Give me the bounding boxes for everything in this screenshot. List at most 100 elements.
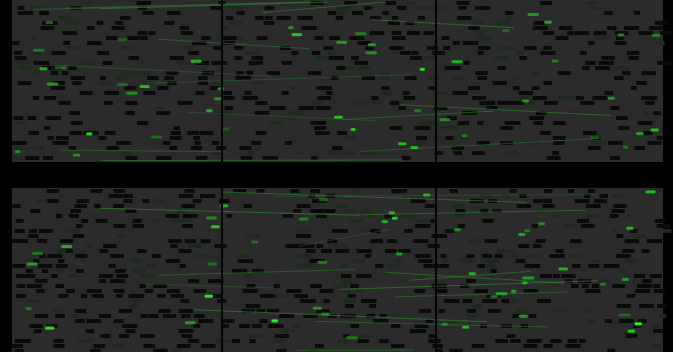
dark-cell: [116, 274, 129, 278]
dark-cell: [616, 116, 628, 120]
dim-cell: [498, 249, 514, 253]
dark-cell: [308, 194, 316, 198]
dark-cell: [523, 46, 537, 50]
dim-cell: [371, 101, 383, 105]
dark-cell: [264, 16, 273, 20]
dark-cell: [56, 136, 69, 140]
dark-cell: [167, 81, 177, 85]
dark-cell: [587, 146, 601, 150]
streak: [158, 38, 311, 50]
dark-cell: [591, 284, 600, 288]
dark-cell: [153, 284, 167, 288]
dim-cell: [353, 259, 366, 263]
dark-cell: [638, 31, 654, 35]
dark-cell: [113, 319, 124, 323]
dark-cell: [373, 319, 389, 323]
dark-cell: [169, 146, 178, 150]
dark-cell: [128, 294, 145, 298]
dark-cell: [86, 319, 102, 323]
dark-cell: [212, 46, 222, 50]
dark-cell: [226, 214, 233, 218]
dim-cell: [498, 46, 513, 50]
dim-cell: [467, 239, 483, 243]
dark-cell: [76, 224, 83, 228]
dark-cell: [423, 31, 435, 35]
spot: [321, 312, 330, 316]
dim-cell: [81, 61, 95, 65]
dim-cell: [525, 141, 540, 145]
dim-cell: [651, 344, 662, 348]
dark-cell: [17, 6, 25, 10]
dark-cell: [413, 239, 429, 243]
dim-cell: [473, 21, 485, 25]
dim-cell: [590, 141, 607, 145]
dark-cell: [260, 294, 276, 298]
dark-cell: [245, 304, 261, 308]
dark-cell: [125, 156, 138, 160]
dark-cell: [555, 249, 564, 253]
dark-cell: [16, 294, 27, 298]
dim-cell: [426, 76, 440, 80]
dark-cell: [471, 96, 487, 100]
dark-cell: [42, 269, 49, 273]
dim-cell: [238, 254, 249, 258]
dark-cell: [251, 56, 264, 60]
dark-cell: [486, 106, 498, 110]
dark-cell: [643, 131, 653, 135]
dark-cell: [458, 6, 467, 10]
dim-cell: [341, 279, 352, 283]
streak: [409, 270, 531, 281]
dim-cell: [485, 259, 500, 263]
dim-cell: [433, 91, 448, 95]
dark-cell: [181, 334, 193, 338]
dark-cell: [296, 234, 311, 238]
spot: [333, 115, 343, 119]
dark-cell: [512, 314, 522, 318]
dim-cell: [367, 214, 376, 218]
dark-cell: [371, 96, 379, 100]
dark-cell: [240, 156, 253, 160]
dark-cell: [350, 324, 359, 328]
dark-cell: [336, 66, 346, 70]
dim-cell: [562, 309, 569, 313]
dark-cell: [543, 199, 552, 203]
dim-cell: [231, 6, 242, 10]
dark-cell: [113, 224, 126, 228]
dark-cell: [104, 131, 116, 135]
dark-cell: [246, 284, 256, 288]
dark-cell: [142, 11, 155, 15]
dark-cell: [445, 229, 455, 233]
dark-cell: [552, 151, 559, 155]
spot: [318, 198, 328, 202]
dark-cell: [256, 189, 265, 193]
dark-cell: [574, 199, 590, 203]
dark-cell: [329, 36, 340, 40]
spot: [621, 278, 629, 281]
dark-cell: [396, 6, 407, 10]
dark-cell: [122, 194, 134, 198]
dark-cell: [529, 116, 544, 120]
dark-cell: [490, 269, 497, 273]
dark-cell: [55, 214, 63, 218]
dark-cell: [487, 309, 502, 313]
dark-cell: [641, 249, 650, 253]
spot: [299, 217, 309, 221]
dark-cell: [38, 264, 53, 268]
dark-cell: [624, 239, 639, 243]
dark-cell: [657, 61, 672, 65]
dark-cell: [344, 1, 358, 5]
dark-cell: [100, 76, 107, 80]
dark-cell: [254, 111, 270, 115]
dim-cell: [510, 299, 518, 303]
dim-cell: [650, 324, 660, 328]
dark-cell: [53, 339, 64, 343]
dim-cell: [401, 214, 415, 218]
spot: [626, 226, 634, 230]
dark-cell: [611, 209, 625, 213]
dark-cell: [549, 339, 562, 343]
dim-cell: [122, 151, 133, 155]
dark-cell: [12, 239, 29, 243]
dim-cell: [143, 81, 155, 85]
dark-cell: [195, 91, 205, 95]
dark-cell: [526, 339, 542, 343]
